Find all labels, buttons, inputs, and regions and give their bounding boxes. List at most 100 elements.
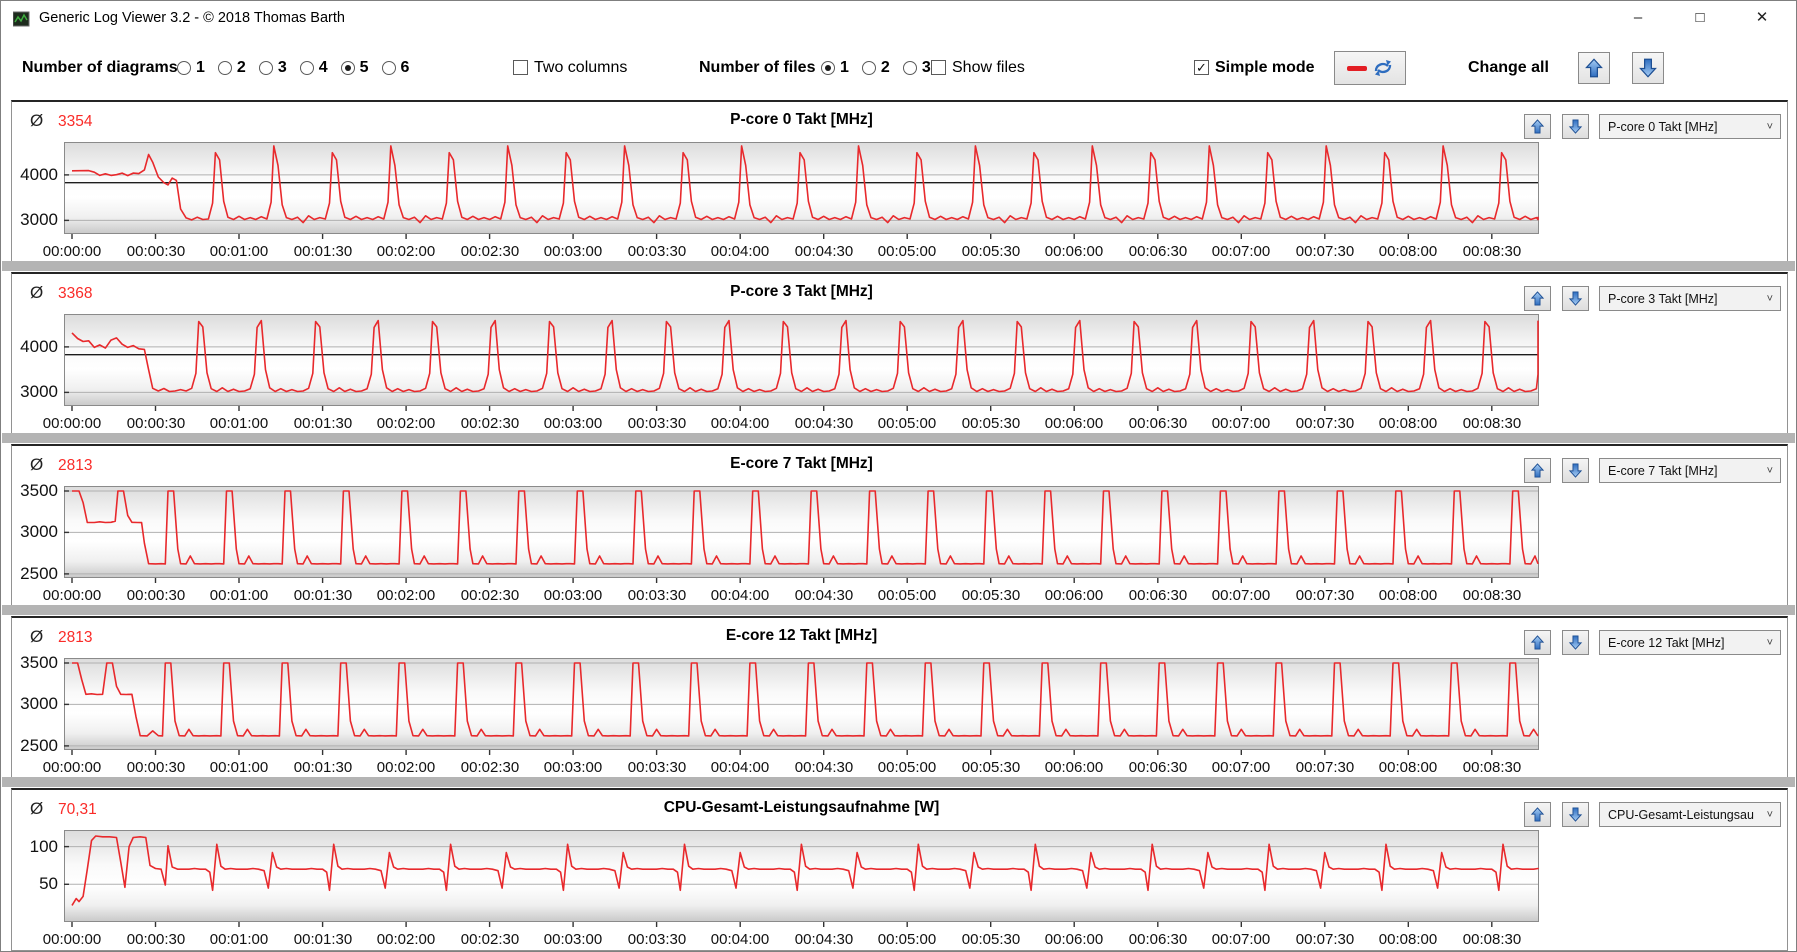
x-tick-label: 00:00:00 xyxy=(42,931,102,948)
move-chart-up-button[interactable] xyxy=(1524,458,1551,483)
signal-select[interactable]: P-core 0 Takt [MHz] ˅ xyxy=(1599,114,1781,139)
move-chart-up-button[interactable] xyxy=(1524,114,1551,139)
chart-panel: Ø 3354 P-core 0 Takt [MHz] P-core 0 Takt… xyxy=(11,100,1788,263)
x-tick-label: 00:03:30 xyxy=(627,931,687,948)
x-tick-label: 00:07:00 xyxy=(1211,243,1271,260)
diagram-count-radio-6[interactable] xyxy=(381,60,396,75)
x-tick-label: 00:02:30 xyxy=(460,243,520,260)
move-chart-up-button[interactable] xyxy=(1524,630,1551,655)
line-style-refresh-button[interactable] xyxy=(1334,51,1406,85)
x-tick-label: 00:04:00 xyxy=(710,759,770,776)
x-tick-label: 00:08:00 xyxy=(1378,243,1438,260)
panel-splitter[interactable] xyxy=(2,261,1795,271)
x-tick-label: 00:07:30 xyxy=(1295,759,1355,776)
simple-mode-label: Simple mode xyxy=(1215,58,1315,76)
plot-area xyxy=(64,830,1539,928)
move-chart-up-button[interactable] xyxy=(1524,286,1551,311)
x-tick-label: 00:01:30 xyxy=(293,243,353,260)
arrow-down-icon xyxy=(1568,291,1583,306)
simple-mode-option[interactable]: ✓ Simple mode xyxy=(1194,37,1315,98)
chart-title: P-core 0 Takt [MHz] xyxy=(730,111,873,128)
diagram-count-5[interactable]: 5 xyxy=(340,59,369,77)
show-files-checkbox[interactable] xyxy=(931,60,946,75)
two-columns-option[interactable]: Two columns xyxy=(513,37,627,98)
move-chart-down-button[interactable] xyxy=(1562,458,1589,483)
arrow-up-icon xyxy=(1530,119,1545,134)
arrow-down-icon xyxy=(1568,807,1583,822)
x-tick-label: 00:04:30 xyxy=(794,759,854,776)
x-tick-label: 00:05:30 xyxy=(961,415,1021,432)
x-tick-label: 00:04:00 xyxy=(710,243,770,260)
x-tick-label: 00:08:00 xyxy=(1378,415,1438,432)
x-tick-label: 00:01:30 xyxy=(293,759,353,776)
arrow-up-icon xyxy=(1530,807,1545,822)
diagram-count-radio-5[interactable] xyxy=(340,60,355,75)
x-tick-label: 00:00:30 xyxy=(126,587,186,604)
x-tick-label: 00:01:30 xyxy=(293,931,353,948)
x-tick-label: 00:02:00 xyxy=(376,243,436,260)
diagram-count-radio-2[interactable] xyxy=(217,60,232,75)
show-files-option[interactable]: Show files xyxy=(931,37,1025,98)
two-columns-checkbox[interactable] xyxy=(513,60,528,75)
diagram-count-6[interactable]: 6 xyxy=(381,59,409,77)
x-tick-label: 00:07:00 xyxy=(1211,759,1271,776)
panel-splitter[interactable] xyxy=(2,433,1795,443)
simple-mode-checkbox[interactable]: ✓ xyxy=(1194,60,1209,75)
move-chart-down-button[interactable] xyxy=(1562,630,1589,655)
file-count-radio-2[interactable] xyxy=(861,60,876,75)
x-tick-label: 00:01:00 xyxy=(209,587,269,604)
y-tick-label: 3500 xyxy=(20,481,58,500)
diagram-count-3[interactable]: 3 xyxy=(258,59,287,77)
move-chart-down-button[interactable] xyxy=(1562,802,1589,827)
x-tick-label: 00:04:30 xyxy=(794,243,854,260)
plot-area xyxy=(64,486,1539,584)
maximize-button[interactable]: □ xyxy=(1695,9,1705,26)
window-title: Generic Log Viewer 3.2 - © 2018 Thomas B… xyxy=(39,10,345,26)
x-tick-label: 00:06:00 xyxy=(1044,931,1104,948)
signal-select[interactable]: CPU-Gesamt-Leistungsau ˅ xyxy=(1599,802,1781,827)
close-button[interactable]: ✕ xyxy=(1755,9,1769,26)
average-value: 2813 xyxy=(58,457,93,474)
move-chart-down-button[interactable] xyxy=(1562,286,1589,311)
x-tick-label: 00:05:00 xyxy=(877,243,937,260)
x-tick-label: 00:03:00 xyxy=(543,931,603,948)
x-tick-label: 00:06:00 xyxy=(1044,587,1104,604)
move-chart-down-button[interactable] xyxy=(1562,114,1589,139)
file-count-radio-1[interactable] xyxy=(821,60,835,75)
x-tick-label: 00:01:30 xyxy=(293,587,353,604)
change-all-up-button[interactable] xyxy=(1578,52,1610,84)
x-tick-label: 00:08:30 xyxy=(1462,759,1522,776)
x-tick-label: 00:07:30 xyxy=(1295,243,1355,260)
move-chart-up-button[interactable] xyxy=(1524,802,1551,827)
diagram-count-1[interactable]: 1 xyxy=(177,59,205,77)
diagram-count-2[interactable]: 2 xyxy=(217,59,246,77)
diagram-count-radio-4[interactable] xyxy=(299,60,314,75)
two-columns-label: Two columns xyxy=(534,58,628,76)
average-symbol: Ø xyxy=(30,111,44,130)
chevron-down-icon: ˅ xyxy=(1766,464,1773,477)
change-all-down-button[interactable] xyxy=(1632,52,1664,84)
diagram-count-radio-1[interactable] xyxy=(177,60,191,75)
diagram-count-radio-3[interactable] xyxy=(258,60,273,75)
signal-select[interactable]: E-core 7 Takt [MHz] ˅ xyxy=(1599,458,1781,483)
panel-splitter[interactable] xyxy=(2,605,1795,615)
signal-select[interactable]: E-core 12 Takt [MHz] ˅ xyxy=(1599,630,1781,655)
x-tick-label: 00:00:00 xyxy=(42,243,102,260)
x-tick-label: 00:01:00 xyxy=(209,931,269,948)
file-count-2[interactable]: 2 xyxy=(861,59,890,77)
file-count-radio-3[interactable] xyxy=(902,60,917,75)
y-tick-label: 4000 xyxy=(20,165,58,184)
panel-splitter[interactable] xyxy=(2,777,1795,787)
diagram-count-4[interactable]: 4 xyxy=(299,59,328,77)
x-tick-label: 00:00:00 xyxy=(42,759,102,776)
signal-select[interactable]: P-core 3 Takt [MHz] ˅ xyxy=(1599,286,1781,311)
x-tick-label: 00:03:30 xyxy=(627,415,687,432)
y-tick-label: 3000 xyxy=(20,522,58,541)
file-count-1[interactable]: 1 xyxy=(821,59,849,77)
x-tick-label: 00:00:30 xyxy=(126,931,186,948)
chart-title: E-core 12 Takt [MHz] xyxy=(725,627,878,644)
y-tick-label: 2500 xyxy=(20,736,58,755)
minimize-button[interactable]: – xyxy=(1633,9,1643,26)
arrow-up-icon xyxy=(1530,291,1545,306)
file-count-3[interactable]: 3 xyxy=(902,59,931,77)
